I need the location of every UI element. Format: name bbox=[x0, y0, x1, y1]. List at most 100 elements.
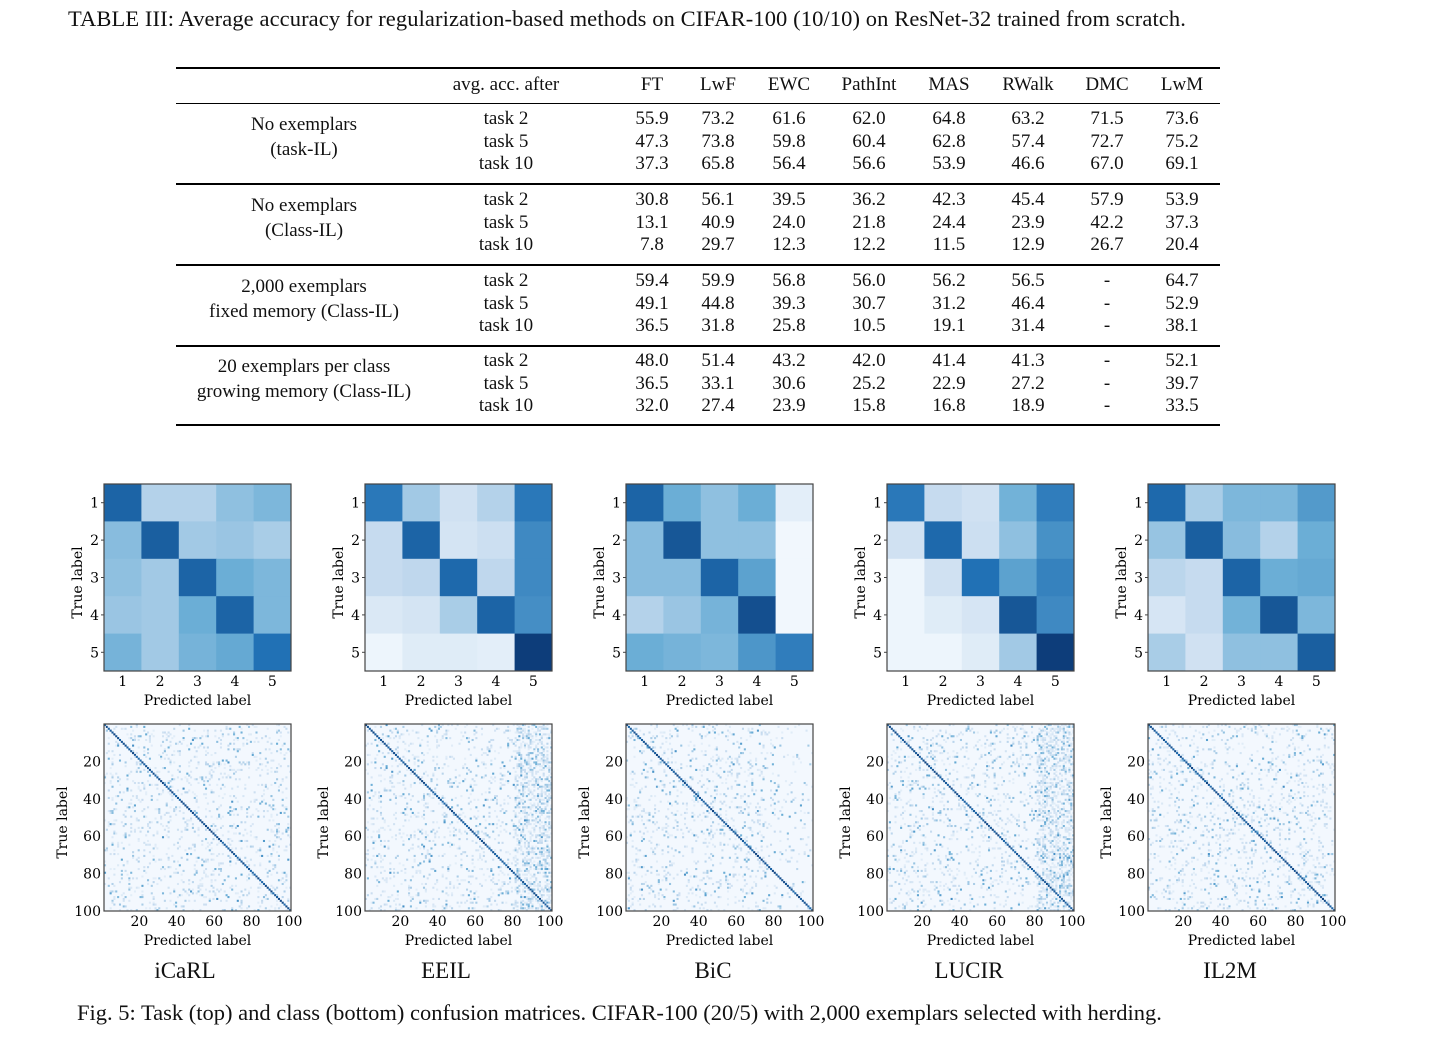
matrix-cell bbox=[516, 738, 519, 742]
matrix-cell bbox=[995, 735, 998, 738]
matrix-cell bbox=[1023, 735, 1026, 738]
value-cell: 36.2 bbox=[852, 189, 886, 210]
matrix-cell bbox=[484, 905, 487, 908]
matrix-cell bbox=[219, 804, 223, 807]
matrix-cell bbox=[473, 733, 476, 736]
matrix-cell bbox=[544, 796, 547, 799]
matrix-cell bbox=[490, 746, 493, 749]
matrix-cell bbox=[529, 836, 532, 839]
matrix-cell bbox=[262, 810, 266, 813]
matrix-cell bbox=[1059, 725, 1062, 728]
matrix-cell bbox=[238, 778, 241, 781]
matrix-cell bbox=[216, 521, 255, 560]
matrix-cell bbox=[171, 791, 174, 794]
matrix-cell bbox=[687, 727, 690, 730]
matrix-cell bbox=[803, 781, 806, 785]
matrix-cell bbox=[652, 746, 655, 749]
matrix-cell bbox=[755, 882, 758, 886]
matrix-cell bbox=[1053, 738, 1056, 742]
matrix-cell bbox=[165, 738, 168, 742]
matrix-cell bbox=[479, 867, 482, 871]
matrix-cell bbox=[784, 780, 788, 783]
matrix-cell bbox=[672, 785, 675, 788]
matrix-cell bbox=[652, 821, 655, 824]
matrix-cell bbox=[451, 892, 454, 895]
matrix-cell bbox=[655, 785, 658, 788]
matrix-cell bbox=[627, 804, 630, 807]
matrix-cell bbox=[655, 843, 658, 846]
matrix-cell bbox=[978, 738, 981, 742]
matrix-cell bbox=[175, 795, 178, 798]
matrix-cell bbox=[439, 558, 478, 597]
matrix-cell bbox=[411, 753, 414, 756]
matrix-cell bbox=[148, 740, 151, 743]
matrix-cell bbox=[374, 791, 377, 794]
matrix-cell bbox=[366, 725, 369, 728]
matrix-cell bbox=[1062, 738, 1065, 742]
matrix-cell bbox=[550, 767, 553, 770]
matrix-cell bbox=[421, 724, 424, 727]
matrix-cell bbox=[518, 776, 521, 779]
matrix-cell bbox=[546, 724, 549, 727]
matrix-cell bbox=[548, 817, 551, 820]
matrix-cell bbox=[520, 823, 523, 826]
matrix-cell bbox=[404, 819, 407, 822]
matrix-cell bbox=[387, 845, 390, 848]
matrix-cell bbox=[1016, 733, 1019, 736]
matrix-cell bbox=[522, 793, 525, 796]
matrix-cell bbox=[935, 742, 938, 745]
matrix-cell bbox=[475, 830, 478, 833]
matrix-cell bbox=[219, 869, 223, 872]
matrix-cell bbox=[540, 888, 543, 891]
matrix-cell bbox=[516, 879, 519, 882]
matrix-cell bbox=[755, 806, 758, 809]
matrix-cell bbox=[233, 813, 236, 816]
matrix-cell bbox=[520, 727, 523, 730]
matrix-cell bbox=[676, 774, 679, 777]
matrix-cell bbox=[115, 772, 118, 775]
matrix-cell bbox=[520, 755, 523, 758]
matrix-cell bbox=[518, 735, 521, 738]
matrix-cell bbox=[537, 725, 540, 728]
matrix-cell bbox=[745, 836, 748, 839]
matrix-cell bbox=[184, 826, 187, 829]
matrix-cell bbox=[428, 793, 431, 796]
matrix-cell bbox=[277, 729, 280, 732]
matrix-cell bbox=[432, 796, 435, 799]
matrix-cell bbox=[145, 834, 148, 837]
task-cell: task 5 bbox=[483, 292, 529, 314]
matrix-cell bbox=[130, 909, 133, 912]
matrix-cell bbox=[659, 731, 662, 734]
matrix-cell bbox=[251, 752, 254, 755]
matrix-cell bbox=[550, 881, 553, 884]
matrix-cell bbox=[383, 909, 386, 912]
matrix-cell bbox=[285, 752, 288, 755]
y-tick-label: 4 bbox=[351, 608, 360, 624]
task-cell: task 2 bbox=[483, 189, 529, 210]
matrix-cell bbox=[655, 724, 658, 727]
matrix-cell bbox=[518, 811, 521, 814]
matrix-cell bbox=[687, 830, 690, 833]
matrix-cell bbox=[676, 789, 679, 792]
matrix-cell bbox=[522, 853, 525, 856]
matrix-cell bbox=[469, 783, 472, 786]
y-tick-label: 2 bbox=[873, 533, 882, 549]
matrix-cell bbox=[370, 776, 373, 779]
matrix-cell bbox=[523, 778, 527, 781]
x-tick-label: 20 bbox=[652, 914, 670, 930]
matrix-cell bbox=[768, 823, 771, 826]
matrix-cell bbox=[422, 781, 426, 785]
matrix-cell bbox=[926, 738, 929, 742]
matrix-cell bbox=[626, 759, 629, 762]
matrix-cell bbox=[683, 811, 687, 814]
matrix-cell bbox=[540, 832, 543, 835]
matrix-cell bbox=[672, 909, 675, 912]
matrix-cell bbox=[708, 763, 711, 766]
matrix-cell bbox=[467, 826, 470, 829]
matrix-cell bbox=[246, 879, 249, 882]
matrix-cell bbox=[657, 755, 660, 758]
matrix-cell bbox=[117, 841, 120, 844]
matrix-cell bbox=[460, 813, 463, 816]
value-cell: 18.9 bbox=[1011, 395, 1045, 416]
matrix-cell bbox=[115, 802, 118, 805]
